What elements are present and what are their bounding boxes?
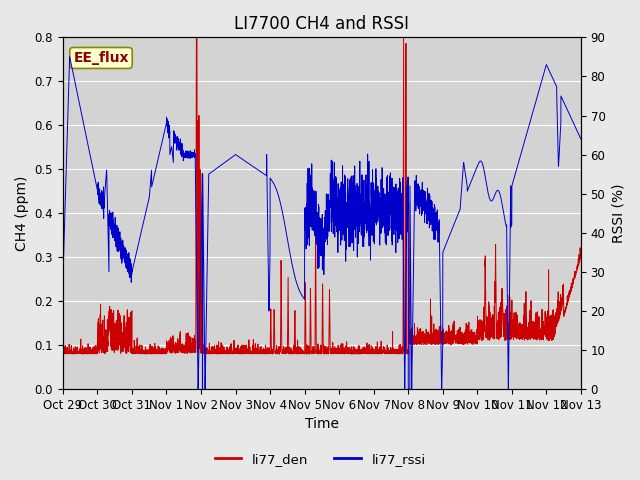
li77_den	[193, 35, 200, 40]
li77_den	[410, 333, 417, 339]
li77_rssi	[194, 386, 202, 392]
li77_rssi	[467, 179, 475, 184]
li77_den	[305, 351, 313, 357]
Title: LI7700 CH4 and RSSI: LI7700 CH4 and RSSI	[234, 15, 410, 33]
li77_rssi	[66, 54, 74, 60]
li77_den	[438, 337, 445, 343]
Line: li77_den: li77_den	[63, 37, 581, 354]
Text: EE_flux: EE_flux	[73, 51, 129, 65]
li77_den	[152, 350, 160, 356]
li77_rssi	[410, 285, 417, 290]
Y-axis label: CH4 (ppm): CH4 (ppm)	[15, 176, 29, 251]
Y-axis label: RSSI (%): RSSI (%)	[611, 183, 625, 243]
li77_rssi	[577, 135, 584, 141]
li77_den	[303, 349, 310, 355]
li77_den	[467, 336, 475, 342]
Legend: li77_den, li77_rssi: li77_den, li77_rssi	[209, 447, 431, 471]
li77_den	[59, 349, 67, 355]
X-axis label: Time: Time	[305, 418, 339, 432]
li77_rssi	[59, 277, 67, 283]
li77_rssi	[152, 165, 160, 171]
li77_rssi	[303, 220, 310, 226]
li77_den	[577, 254, 584, 260]
li77_rssi	[577, 136, 585, 142]
Line: li77_rssi: li77_rssi	[63, 57, 581, 389]
li77_den	[577, 254, 585, 260]
li77_rssi	[438, 381, 445, 386]
